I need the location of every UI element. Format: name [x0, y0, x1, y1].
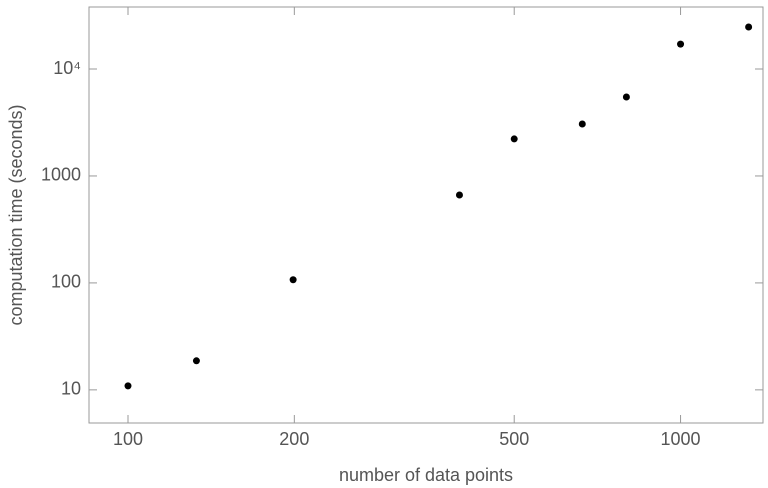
x-tick-label: 500 [499, 429, 529, 449]
data-point [745, 23, 753, 31]
data-point [192, 357, 200, 365]
y-axis-label: computation time (seconds) [6, 104, 26, 325]
x-tick-label: 200 [279, 429, 309, 449]
data-point [677, 40, 685, 48]
data-point [455, 191, 463, 199]
x-axis-label: number of data points [339, 465, 513, 485]
y-tick-label: 1000 [41, 165, 81, 185]
y-tick-label: 10⁴ [53, 58, 81, 78]
y-tick-label: 10 [61, 379, 81, 399]
data-point [510, 135, 518, 143]
data-point [124, 382, 132, 390]
x-tick-label: 1000 [661, 429, 701, 449]
plot-frame [88, 6, 764, 424]
data-point [289, 276, 297, 284]
data-point [622, 93, 630, 101]
data-point [578, 120, 586, 128]
y-tick-label: 100 [51, 272, 81, 292]
x-tick-label: 100 [113, 429, 143, 449]
